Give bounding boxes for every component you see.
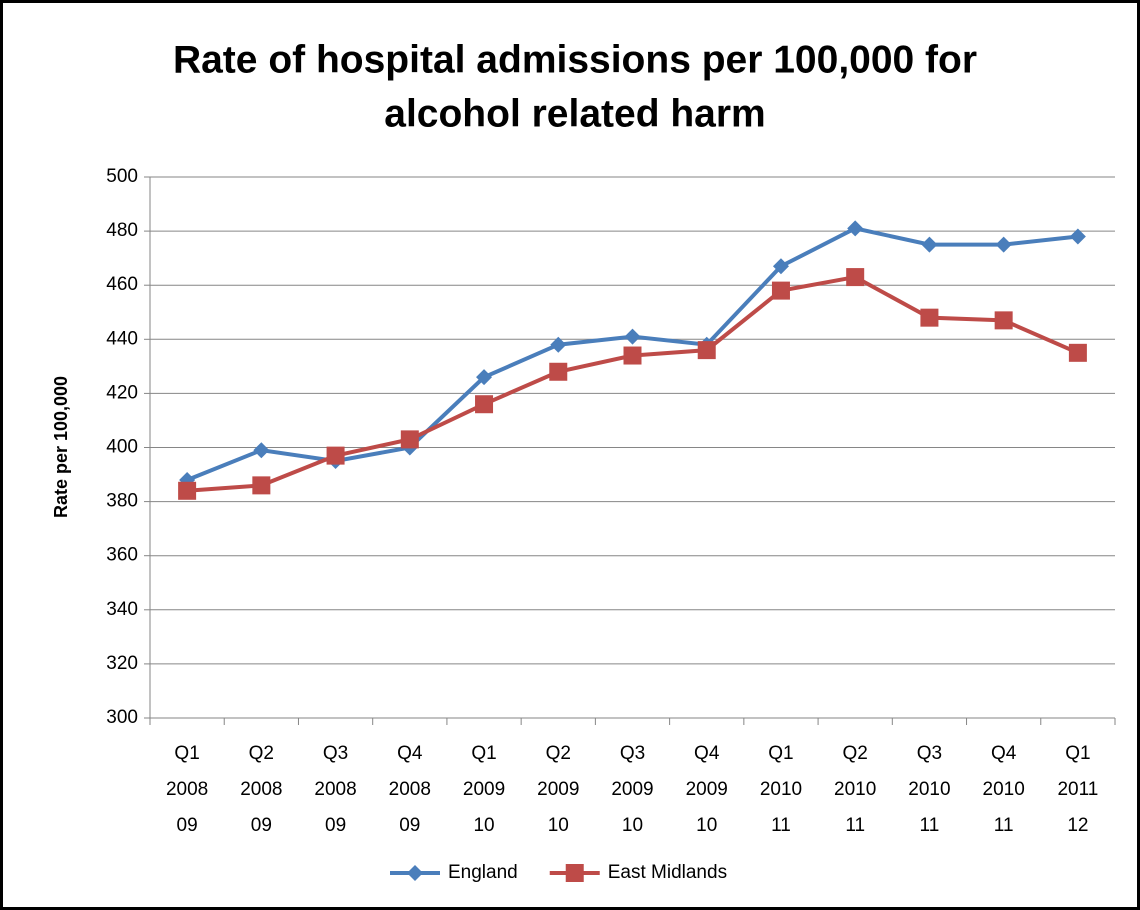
y-tick-label: 480 bbox=[106, 220, 138, 241]
x-tick-label: 09 bbox=[251, 815, 272, 836]
y-tick-label: 360 bbox=[106, 545, 138, 566]
x-tick-label: Q3 bbox=[620, 743, 645, 764]
x-tick-label: 2010 bbox=[760, 779, 802, 800]
x-tick-label: Q4 bbox=[991, 743, 1017, 764]
x-tick-label: 2009 bbox=[611, 779, 653, 800]
data-point bbox=[772, 258, 789, 275]
x-tick-label: Q1 bbox=[768, 743, 793, 764]
y-tick-label: 320 bbox=[106, 653, 138, 674]
data-point bbox=[771, 281, 790, 300]
x-tick-label: 2010 bbox=[983, 779, 1025, 800]
y-tick-label: 460 bbox=[106, 274, 138, 295]
data-point bbox=[921, 236, 938, 253]
data-point bbox=[549, 362, 568, 381]
x-tick-label: 2008 bbox=[240, 779, 282, 800]
data-point bbox=[400, 430, 419, 449]
x-tick-label: Q4 bbox=[694, 743, 720, 764]
x-tick-label: 09 bbox=[177, 815, 198, 836]
y-tick-label: 340 bbox=[106, 599, 138, 620]
data-point bbox=[178, 481, 197, 500]
x-tick-label: 11 bbox=[920, 815, 940, 836]
legend-label: England bbox=[448, 862, 518, 883]
x-tick-label: 2009 bbox=[537, 779, 579, 800]
x-tick-label: Q1 bbox=[471, 743, 496, 764]
chart-title: alcohol related harm bbox=[384, 92, 765, 135]
x-tick-label: Q3 bbox=[917, 743, 942, 764]
data-point bbox=[995, 236, 1012, 253]
legend-label: East Midlands bbox=[608, 862, 727, 883]
data-point bbox=[476, 369, 493, 386]
x-tick-label: 12 bbox=[1067, 815, 1088, 836]
legend-marker bbox=[407, 865, 423, 881]
y-tick-label: 400 bbox=[106, 437, 138, 458]
x-tick-label: 10 bbox=[696, 815, 717, 836]
y-tick-label: 300 bbox=[106, 707, 138, 728]
x-tick-label: 2009 bbox=[686, 779, 728, 800]
x-tick-label: 09 bbox=[325, 815, 346, 836]
x-tick-label: 11 bbox=[771, 815, 791, 836]
x-tick-label: 2011 bbox=[1057, 779, 1098, 800]
x-tick-label: 11 bbox=[845, 815, 865, 836]
x-tick-label: Q3 bbox=[323, 743, 348, 764]
y-tick-label: 500 bbox=[106, 166, 138, 187]
data-point bbox=[252, 476, 271, 495]
data-point bbox=[846, 268, 865, 287]
x-tick-label: 2010 bbox=[908, 779, 950, 800]
y-tick-label: 440 bbox=[106, 328, 138, 349]
data-point bbox=[1069, 228, 1086, 245]
y-tick-label: 380 bbox=[106, 491, 138, 512]
x-tick-label: Q2 bbox=[249, 743, 274, 764]
x-tick-label: 2009 bbox=[463, 779, 505, 800]
y-axis-label: Rate per 100,000 bbox=[51, 376, 71, 518]
x-tick-label: Q2 bbox=[843, 743, 868, 764]
x-tick-label: Q2 bbox=[546, 743, 571, 764]
data-point bbox=[253, 442, 270, 459]
x-tick-label: Q4 bbox=[397, 743, 423, 764]
legend-marker bbox=[565, 864, 584, 882]
x-tick-label: Q1 bbox=[1065, 743, 1090, 764]
x-tick-label: 2008 bbox=[166, 779, 208, 800]
x-tick-label: Q1 bbox=[174, 743, 199, 764]
x-tick-label: 10 bbox=[548, 815, 569, 836]
x-tick-label: 2010 bbox=[834, 779, 876, 800]
data-point bbox=[1068, 343, 1087, 362]
x-tick-label: 10 bbox=[473, 815, 494, 836]
x-tick-label: 2008 bbox=[314, 779, 356, 800]
chart-title: Rate of hospital admissions per 100,000 … bbox=[173, 38, 977, 81]
y-tick-label: 420 bbox=[106, 382, 138, 403]
data-point bbox=[623, 346, 642, 365]
x-tick-label: 10 bbox=[622, 815, 643, 836]
data-point bbox=[697, 341, 716, 360]
data-point bbox=[326, 446, 345, 465]
data-point bbox=[994, 311, 1013, 330]
data-point bbox=[847, 220, 864, 237]
x-tick-label: 09 bbox=[399, 815, 420, 836]
x-tick-label: 11 bbox=[994, 815, 1014, 836]
x-tick-label: 2008 bbox=[389, 779, 431, 800]
data-point bbox=[475, 395, 494, 414]
data-point bbox=[624, 328, 641, 345]
data-point bbox=[550, 336, 567, 353]
data-point bbox=[920, 308, 939, 327]
